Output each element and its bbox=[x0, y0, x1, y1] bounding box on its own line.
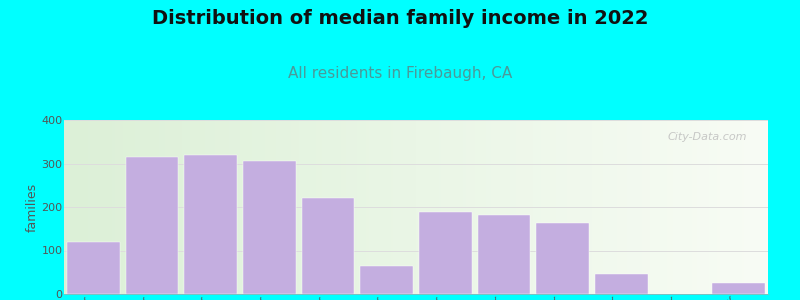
Bar bbox=[302, 198, 354, 294]
Bar bbox=[712, 283, 765, 294]
Bar bbox=[67, 242, 120, 294]
Bar bbox=[184, 155, 237, 294]
Bar bbox=[478, 215, 530, 294]
Y-axis label: families: families bbox=[26, 182, 38, 232]
Bar bbox=[360, 266, 413, 294]
Bar bbox=[536, 223, 589, 294]
Bar bbox=[126, 157, 178, 294]
Bar bbox=[419, 212, 472, 294]
Text: City-Data.com: City-Data.com bbox=[667, 132, 747, 142]
Text: All residents in Firebaugh, CA: All residents in Firebaugh, CA bbox=[288, 66, 512, 81]
Text: Distribution of median family income in 2022: Distribution of median family income in … bbox=[152, 9, 648, 28]
Bar bbox=[243, 161, 296, 294]
Bar bbox=[595, 274, 648, 294]
